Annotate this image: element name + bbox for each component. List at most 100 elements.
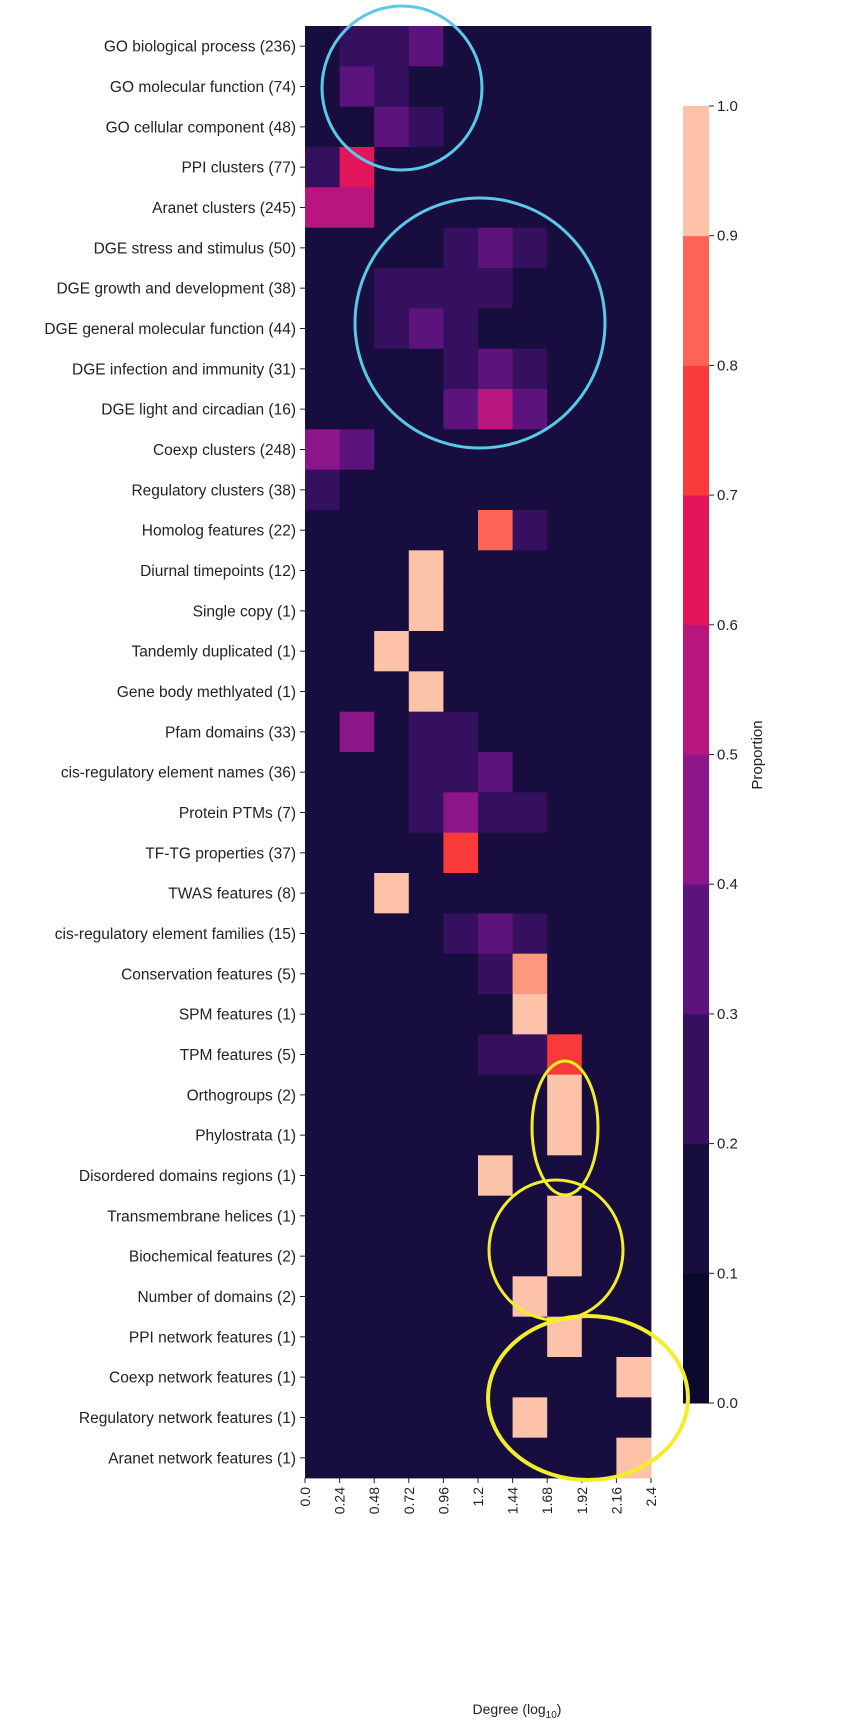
row-label: GO cellular component (48): [106, 119, 296, 136]
heatmap-cell: [616, 106, 652, 148]
heatmap-cell: [547, 631, 583, 672]
heatmap-cell: [374, 994, 410, 1035]
heatmap-cell: [374, 510, 410, 551]
heatmap-cell: [616, 389, 652, 430]
heatmap-cell: [339, 1074, 375, 1116]
row-label: GO biological process (236): [104, 39, 296, 56]
heatmap-cell: [478, 1155, 513, 1197]
x-axis-title-subscript: 10: [546, 1710, 558, 1721]
heatmap-cell: [339, 550, 375, 592]
heatmap-cell: [547, 1074, 583, 1116]
heatmap-cell: [339, 873, 375, 914]
x-tick-label: 0.72: [401, 1487, 417, 1514]
heatmap-cell: [616, 1034, 652, 1076]
heatmap-cell: [616, 1357, 652, 1398]
heatmap-cell: [305, 227, 340, 269]
heatmap-cell: [374, 1195, 410, 1237]
heatmap-cell: [305, 348, 340, 390]
x-tick-label: 0.48: [366, 1487, 382, 1514]
heatmap-cell: [478, 873, 513, 914]
heatmap-cell: [443, 469, 479, 511]
heatmap-cell: [512, 308, 548, 350]
highlight-ellipse: [353, 196, 607, 450]
heatmap-cell: [478, 913, 513, 955]
x-tick-label: 2.4: [643, 1487, 659, 1507]
heatmap-cell: [547, 590, 583, 632]
heatmap-cell: [547, 1397, 583, 1439]
heatmap-cell: [478, 631, 513, 672]
heatmap-cell: [512, 873, 548, 914]
heatmap-cell: [408, 550, 444, 592]
heatmap-cell: [616, 711, 652, 753]
heatmap-cell: [512, 1236, 548, 1277]
heatmap-cell: [339, 510, 375, 551]
heatmap-cell: [305, 1316, 340, 1358]
heatmap-cell: [478, 308, 513, 350]
heatmap-cell: [581, 953, 617, 995]
row-label: PPI network features (1): [129, 1329, 296, 1346]
heatmap-cell: [512, 631, 548, 672]
heatmap-cell: [512, 1276, 548, 1318]
heatmap-cell: [305, 671, 340, 713]
heatmap-cell: [616, 510, 652, 551]
heatmap-cell: [443, 1034, 479, 1076]
heatmap-cell: [616, 308, 652, 350]
x-tick-label: 2.16: [608, 1487, 624, 1514]
heatmap-cell: [616, 792, 652, 834]
heatmap-cell: [478, 671, 513, 713]
heatmap-cell: [581, 550, 617, 592]
x-tick-label: 1.44: [505, 1487, 521, 1514]
heatmap-cell: [512, 913, 548, 955]
heatmap-cell: [616, 469, 652, 511]
heatmap-cell: [478, 510, 513, 551]
heatmap-cell: [478, 106, 513, 148]
x-tick-label: 0.96: [435, 1487, 451, 1514]
heatmap-cell: [512, 268, 548, 309]
heatmap-cell: [478, 26, 513, 67]
x-tick-label: 1.2: [470, 1487, 486, 1507]
heatmap-cell: [408, 1236, 444, 1277]
heatmap-cell: [339, 1155, 375, 1197]
heatmap-cell: [339, 106, 375, 148]
x-axis-title: Degree (log10): [473, 1701, 562, 1721]
heatmap-cell: [374, 1115, 410, 1156]
x-tick-label: 1.92: [574, 1487, 590, 1514]
heatmap-cell: [581, 1397, 617, 1439]
heatmap-cell: [512, 550, 548, 592]
heatmap-cell: [478, 268, 513, 309]
heatmap-cell: [547, 348, 583, 390]
colorbar-tick-label: 0.6: [717, 617, 738, 634]
colorbar: 0.0 0.1 0.2 0.3 0.4 0.5 0.6 0.7 0.8 0.9 1.0 Proport…: [683, 98, 766, 1412]
heatmap-cell: [443, 308, 479, 350]
heatmap-cell: [305, 590, 340, 632]
heatmap-cell: [408, 348, 444, 390]
heatmap-cell: [581, 66, 617, 108]
x-tick-label: 0.24: [332, 1487, 348, 1514]
heatmap-cell: [581, 1316, 617, 1358]
heatmap-cell: [443, 66, 479, 108]
heatmap-cell: [443, 1195, 479, 1237]
colorbar-tick-label: 0.5: [717, 747, 738, 764]
row-label: DGE stress and stimulus (50): [94, 240, 296, 257]
heatmap-cell: [581, 792, 617, 834]
heatmap-cell: [478, 469, 513, 511]
heatmap-cell: [339, 1115, 375, 1156]
heatmap-cell: [512, 389, 548, 430]
heatmap-cell: [443, 1074, 479, 1116]
heatmap-cell: [547, 268, 583, 309]
row-label: Aranet network features (1): [108, 1450, 296, 1467]
heatmap-cell: [581, 510, 617, 551]
x-tick-label: 0.0: [297, 1487, 313, 1507]
heatmap-cell: [374, 711, 410, 753]
heatmap-cell: [616, 590, 652, 632]
heatmap-cell: [374, 752, 410, 793]
heatmap-cell: [547, 1034, 583, 1076]
heatmap-cell: [374, 550, 410, 592]
heatmap-cell: [616, 227, 652, 269]
row-label: Diurnal timepoints (12): [140, 563, 296, 580]
heatmap-cell: [512, 510, 548, 551]
heatmap-cell: [512, 711, 548, 753]
heatmap-cell: [616, 268, 652, 309]
heatmap-cell: [581, 1236, 617, 1277]
heatmap-cell: [581, 590, 617, 632]
